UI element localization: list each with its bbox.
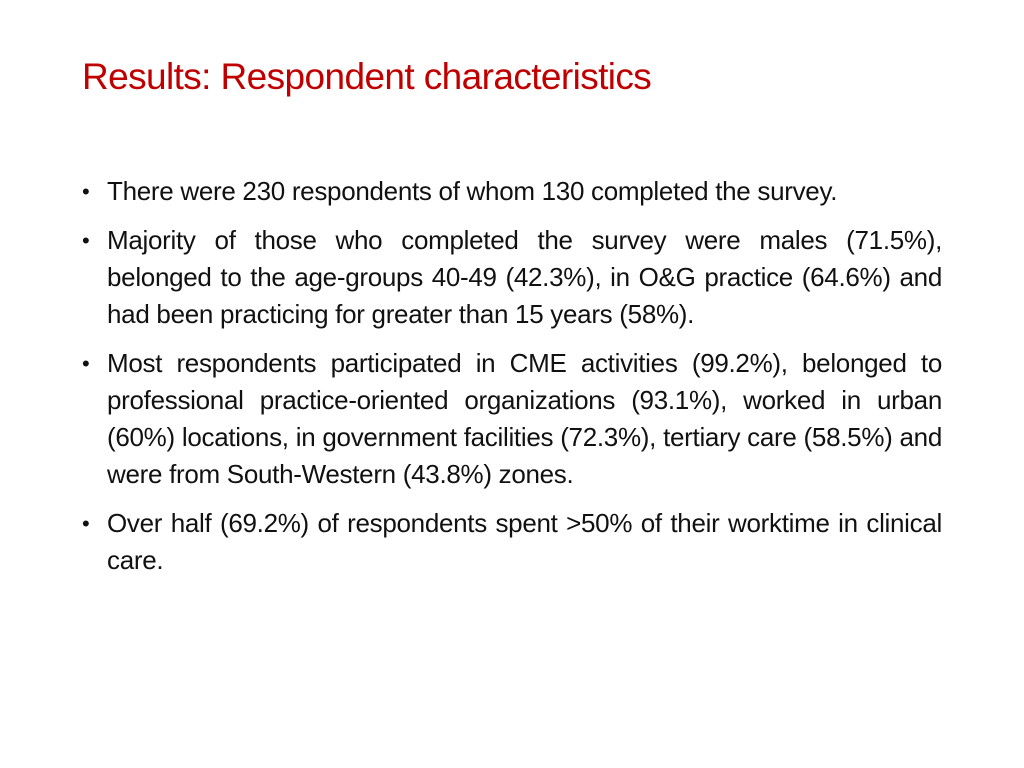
- bullet-dot-icon: •: [82, 351, 90, 376]
- bullet-text: Over half (69.2%) of respondents spent >…: [107, 508, 942, 575]
- bullet-item: • Over half (69.2%) of respondents spent…: [82, 505, 942, 579]
- bullet-text: Most respondents participated in CME act…: [107, 348, 942, 489]
- bullet-list: • There were 230 respondents of whom 130…: [82, 173, 942, 591]
- bullet-text: Majority of those who completed the surv…: [107, 225, 942, 329]
- bullet-text: There were 230 respondents of whom 130 c…: [107, 176, 838, 206]
- bullet-dot-icon: •: [82, 228, 90, 253]
- bullet-item: • Majority of those who completed the su…: [82, 222, 942, 333]
- bullet-dot-icon: •: [82, 511, 90, 536]
- slide-title: Results: Respondent characteristics: [82, 56, 652, 97]
- bullet-dot-icon: •: [82, 179, 90, 204]
- bullet-item: • Most respondents participated in CME a…: [82, 345, 942, 493]
- bullet-item: • There were 230 respondents of whom 130…: [82, 173, 942, 210]
